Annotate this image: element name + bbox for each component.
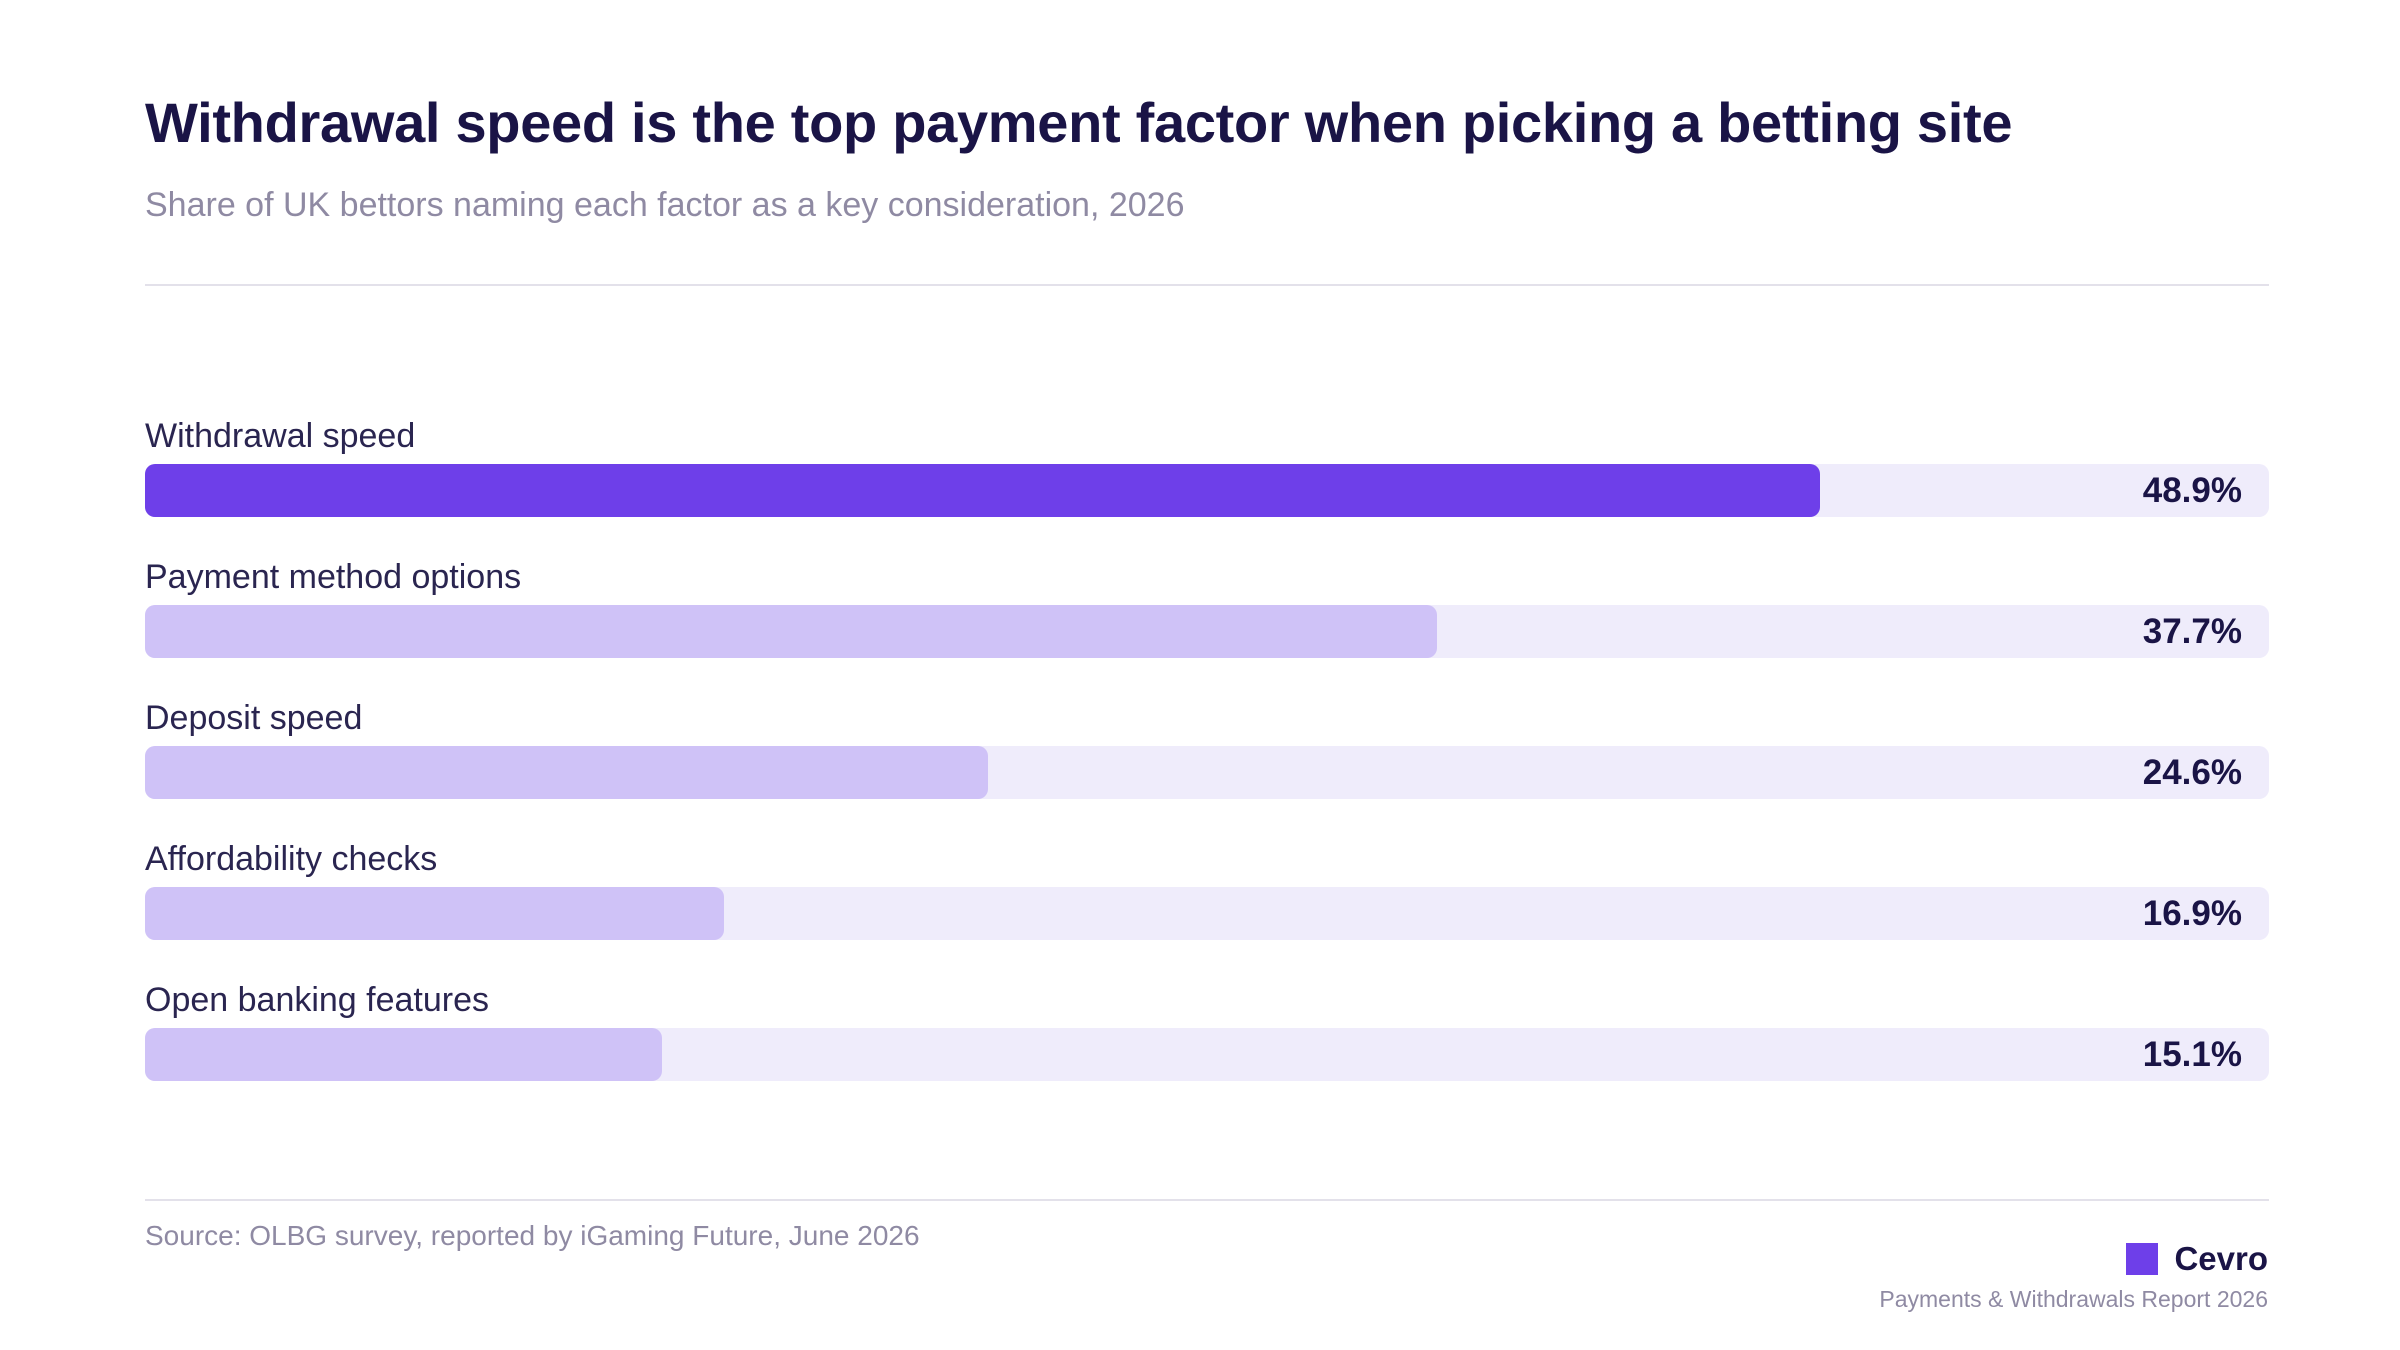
bar [145,887,724,940]
bar [145,464,1820,517]
bar-track: 16.9% [145,887,2269,940]
brand-square-icon [2126,1243,2159,1275]
bar [145,605,1437,658]
bar-track: 24.6% [145,746,2269,799]
value-label: 16.9% [2142,894,2242,933]
chart-subtitle: Share of UK bettors naming each factor a… [145,186,1185,224]
bar-chart: Withdrawal speed 48.9% Payment method opti… [145,0,2269,1350]
category-label: Payment method options [145,558,522,596]
category-label: Open banking features [145,981,490,1019]
value-label: 37.7% [2142,612,2242,651]
value-label: 24.6% [2142,753,2242,792]
bar-track: 37.7% [145,605,2269,658]
brand-name: Cevro [2174,1240,2268,1277]
bar-track: 48.9% [145,464,2269,517]
value-label: 48.9% [2142,471,2242,510]
bar [145,1028,662,1081]
report-name: Payments & Withdrawals Report 2026 [1879,1286,2268,1312]
value-label: 15.1% [2142,1035,2242,1074]
footer-divider [145,1199,2269,1201]
category-label: Affordability checks [145,840,438,878]
category-label: Deposit speed [145,699,363,737]
bar [145,746,988,799]
chart-title: Withdrawal speed is the top payment fact… [145,91,2013,154]
source-note: Source: OLBG survey, reported by iGaming… [145,1220,920,1251]
header-divider [145,284,2269,286]
bar-track: 15.1% [145,1028,2269,1081]
brand-logo: Cevro [2126,1240,2268,1278]
category-label: Withdrawal speed [145,417,416,455]
